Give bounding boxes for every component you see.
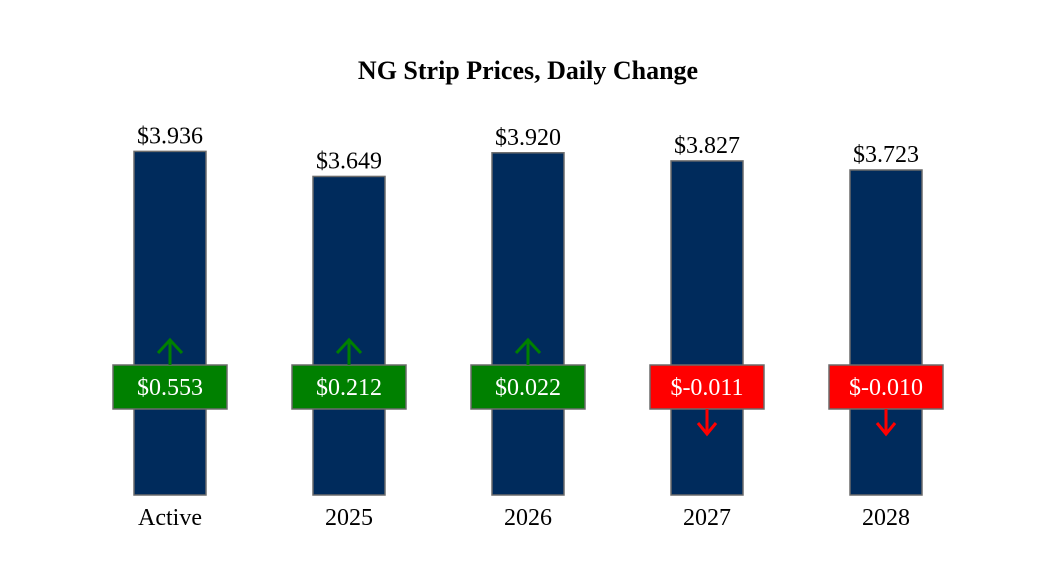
change-layer: $0.553 $0.212 $0.022 $-0.011 $-0.010 [112, 337, 944, 437]
change-box-active [112, 364, 228, 410]
labels-layer: $3.936 Active $3.649 2025 $3.920 2026 $3.827 20… [137, 123, 919, 531]
category-label-2028: 2028 [862, 505, 910, 531]
bars-layer [133, 150, 923, 496]
arrow-down-icon [875, 409, 897, 437]
change-box-2025 [291, 364, 407, 410]
value-label-2025: $3.649 [316, 148, 382, 174]
arrow-up-icon [514, 337, 542, 365]
category-label-2027: 2027 [683, 505, 731, 531]
category-label-2026: 2026 [504, 505, 552, 531]
chart-title: NG Strip Prices, Daily Change [358, 56, 698, 85]
change-label-2027: $-0.011 [670, 375, 743, 401]
value-label-2028: $3.723 [853, 142, 919, 168]
bar-active [133, 150, 207, 496]
change-label-2028: $-0.010 [849, 375, 923, 401]
bar-2025 [312, 175, 386, 496]
value-label-active: $3.936 [137, 123, 203, 149]
change-box-2028 [828, 364, 944, 410]
arrow-down-icon [696, 409, 718, 437]
bar-2026 [491, 152, 565, 496]
category-label-2025: 2025 [325, 505, 373, 531]
change-label-active: $0.553 [137, 375, 203, 401]
change-box-2027 [649, 364, 765, 410]
value-label-2027: $3.827 [674, 133, 740, 159]
bar-2027 [670, 160, 744, 496]
category-label-active: Active [138, 505, 202, 531]
change-box-2026 [470, 364, 586, 410]
change-label-2026: $0.022 [495, 375, 561, 401]
arrow-up-icon [156, 337, 184, 365]
bar-2028 [849, 169, 923, 496]
arrow-up-icon [335, 337, 363, 365]
change-label-2025: $0.212 [316, 375, 382, 401]
value-label-2026: $3.920 [495, 125, 561, 151]
